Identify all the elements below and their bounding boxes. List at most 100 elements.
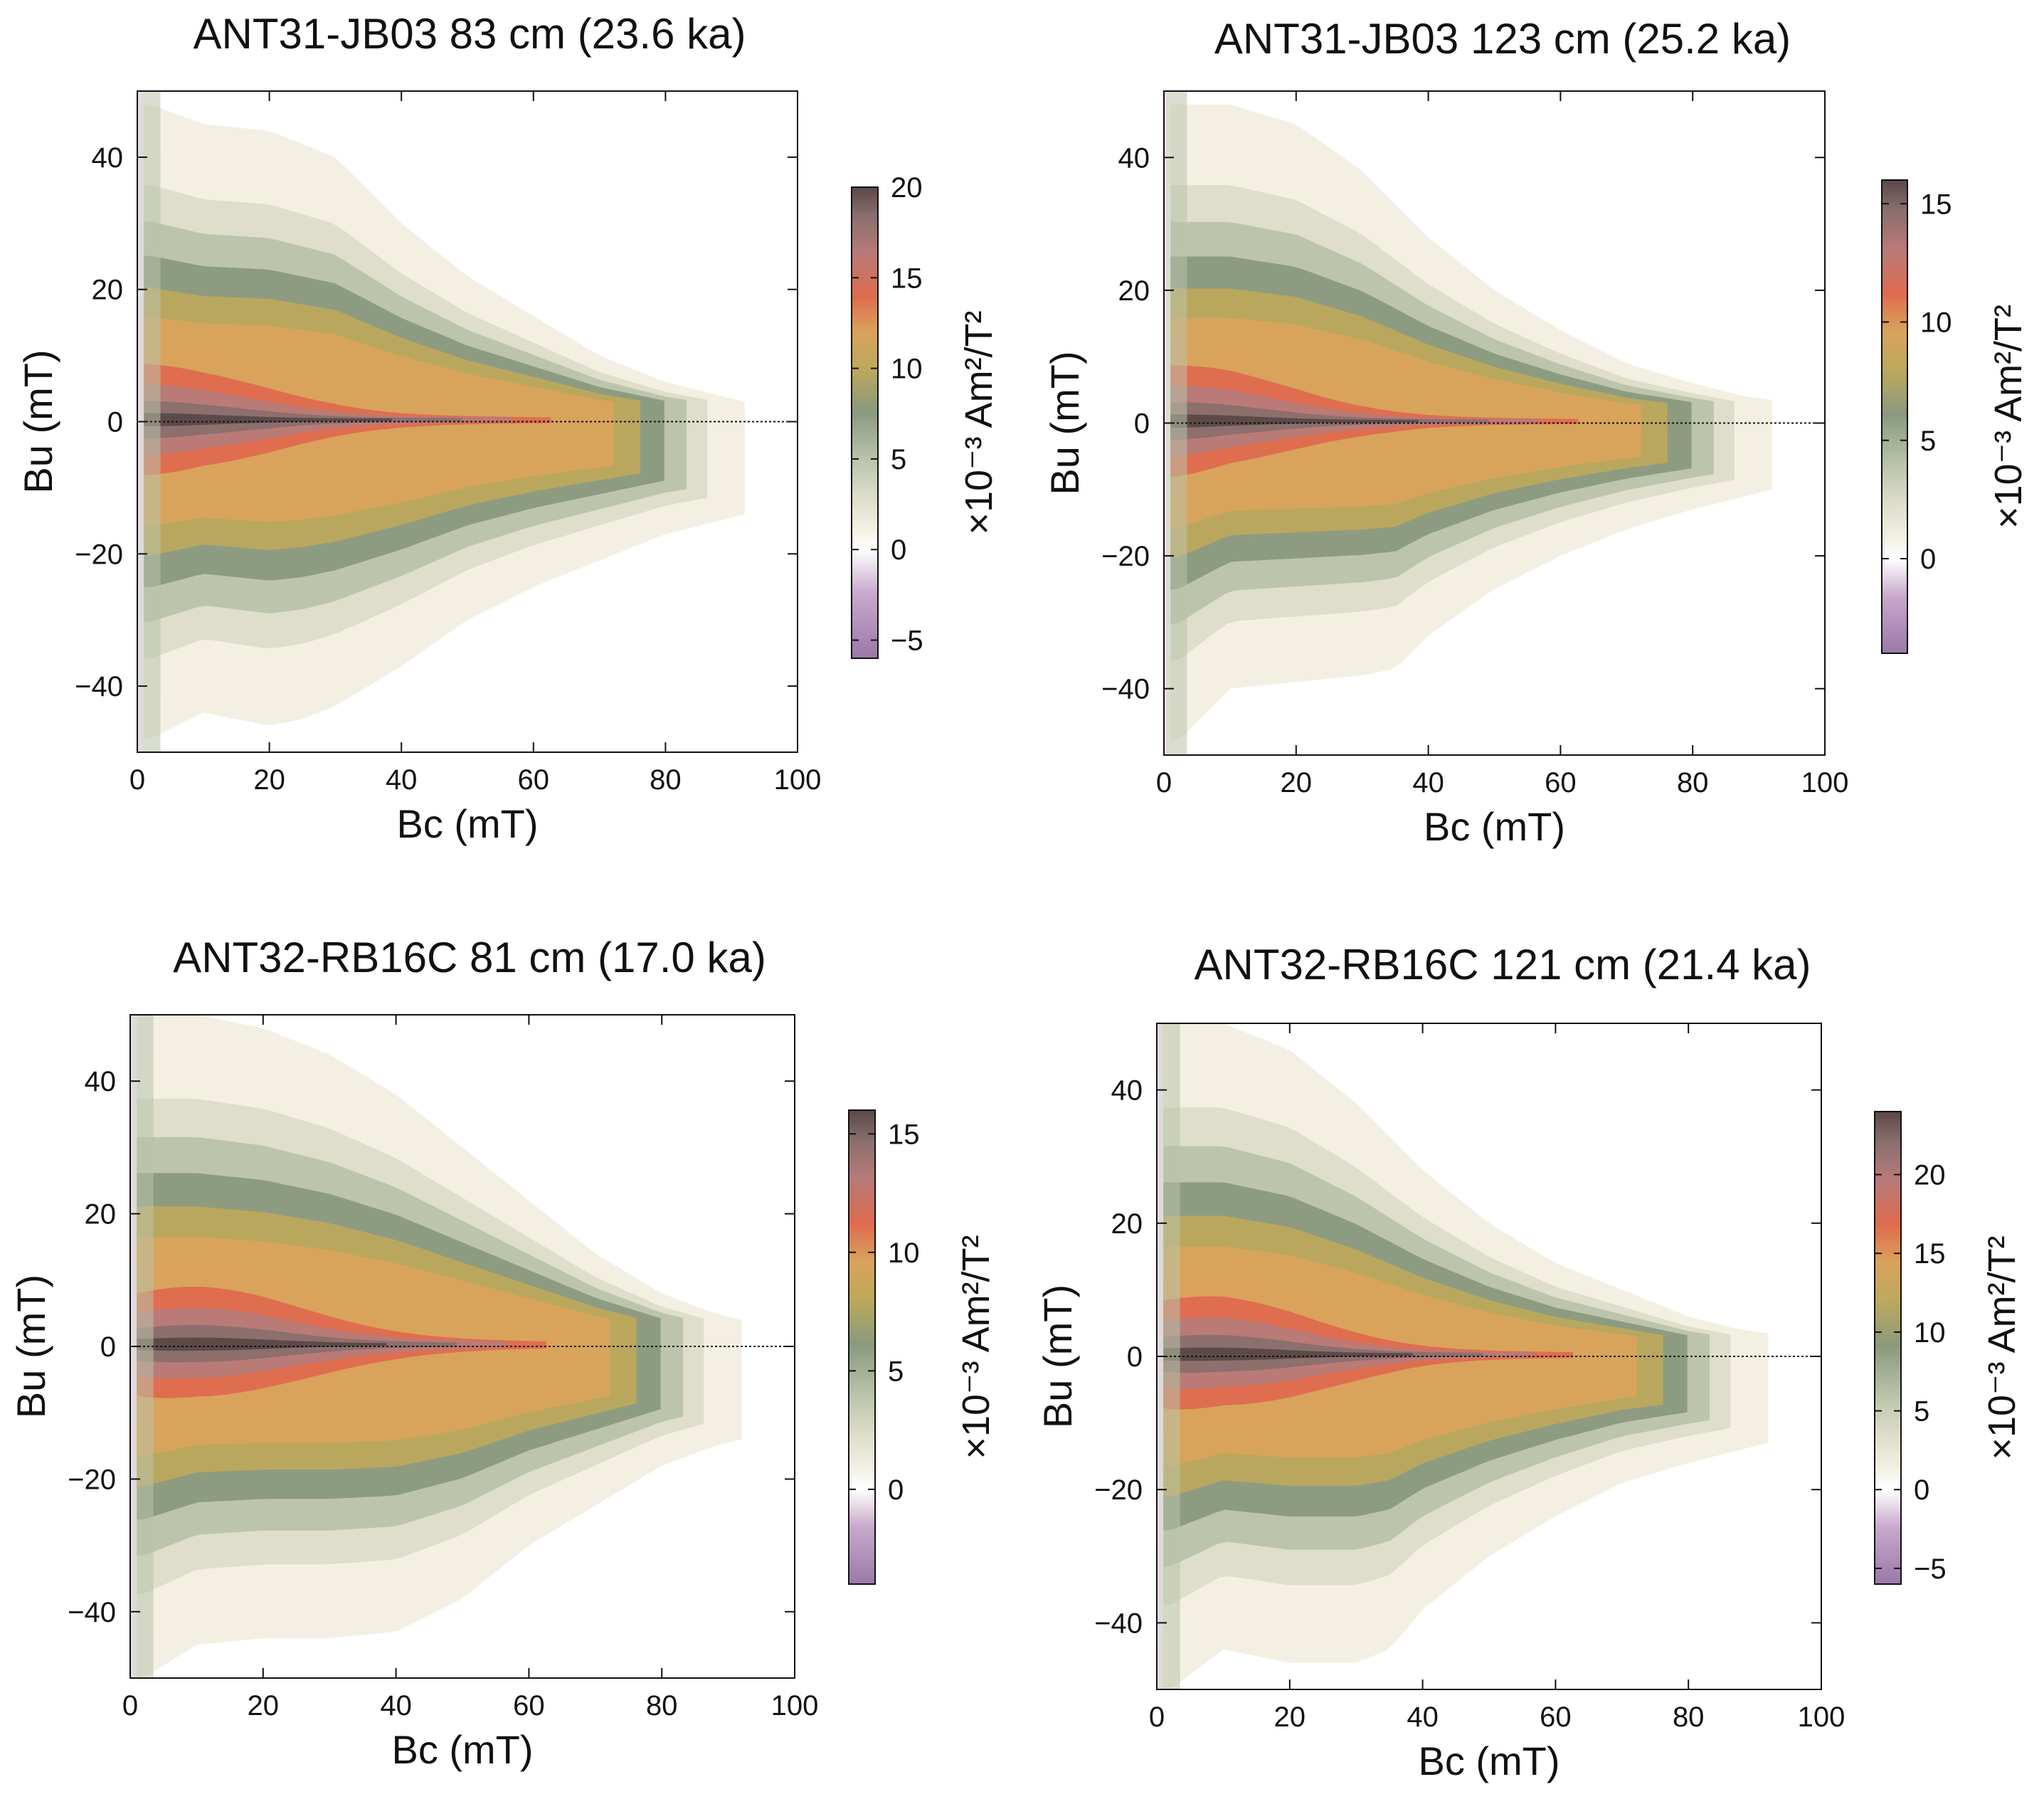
colorbar-tick-label: 0 (1914, 1475, 1929, 1506)
x-axis-label: Bc (mT) (1418, 1739, 1560, 1783)
x-tick-label: 80 (1677, 767, 1709, 798)
x-axis: 0 20 40 60 80 100 (122, 1015, 819, 1721)
colorbar-gradient (848, 1109, 876, 1585)
colorbar-tick-label: 5 (888, 1356, 904, 1387)
x-tick-label: 40 (1412, 767, 1444, 798)
x-tick-label: 20 (253, 764, 285, 796)
x-tick-label: 20 (1274, 1702, 1306, 1733)
panel-title: ANT31-JB03 83 cm (23.6 ka) (194, 10, 746, 58)
colorbar-tick-label: 5 (1914, 1396, 1929, 1428)
y-axis: 40 20 0 −20 −40 (1094, 1075, 1821, 1639)
x-tick-label: 100 (771, 1690, 819, 1721)
x-tick-label: 0 (1156, 767, 1172, 798)
colorbar: 15 10 5 0 ×10⁻³ Am²/T² (848, 1109, 997, 1585)
y-tick-label: −40 (68, 1597, 116, 1628)
y-axis: 40 20 0 −20 −40 (1101, 142, 1825, 705)
colorbar-tick-label: 20 (1914, 1160, 1946, 1191)
panel-title: ANT32-RB16C 81 cm (17.0 ka) (173, 934, 766, 981)
y-axis: 40 20 0 −20 −40 (68, 1066, 795, 1628)
colorbar-unit-label: ×10⁻³ Am²/T² (1987, 305, 2030, 529)
contour-band (1163, 1347, 1414, 1361)
colorbar: 15 10 5 0 ×10⁻³ Am²/T² (1881, 179, 2030, 654)
y-tick-label: −20 (1094, 1475, 1143, 1506)
colorbar-tick-label: 15 (888, 1119, 920, 1150)
contour-band (137, 1337, 387, 1351)
x-tick-label: 40 (1407, 1702, 1439, 1733)
y-tick-label: 40 (92, 142, 124, 174)
colorbar-tick-label: 0 (1920, 544, 1936, 575)
y-tick-label: 20 (92, 275, 124, 306)
y-tick-label: 20 (1118, 275, 1150, 307)
contour-band (144, 413, 392, 426)
y-axis-label: Bu (mT) (1035, 1285, 1080, 1428)
x-tick-label: 80 (650, 764, 682, 796)
colorbar-tick-label: −5 (1914, 1554, 1947, 1585)
x-tick-label: 20 (248, 1690, 280, 1721)
x-tick-label: 100 (1801, 767, 1849, 798)
colorbar-tick-label: 15 (1914, 1238, 1946, 1270)
colorbar-tick-label: 5 (1920, 426, 1936, 457)
y-axis: 40 20 0 −20 −40 (75, 142, 798, 702)
colorbar-tick-label: 20 (891, 172, 923, 204)
x-tick-label: 0 (1149, 1702, 1165, 1733)
x-tick-label: 80 (1673, 1702, 1705, 1733)
x-axis: 0 20 40 60 80 100 (1156, 91, 1849, 798)
x-tick-label: 80 (646, 1690, 678, 1721)
y-tick-label: −40 (75, 671, 123, 702)
colorbar-tick-label: 10 (1920, 307, 1952, 339)
colorbar-tick-label: 10 (891, 354, 923, 385)
x-tick-label: 0 (129, 764, 145, 796)
x-axis-label: Bc (mT) (391, 1727, 533, 1772)
panel-title: ANT32-RB16C 121 cm (21.4 ka) (1194, 941, 1811, 988)
x-tick-label: 60 (1545, 767, 1577, 798)
x-tick-label: 60 (513, 1690, 545, 1721)
colorbar-tick-label: 5 (891, 444, 906, 475)
y-tick-label: −20 (68, 1464, 116, 1495)
y-axis-label: Bu (mT) (1042, 351, 1087, 495)
x-tick-label: 0 (122, 1690, 138, 1721)
y-tick-label: 0 (1127, 1341, 1143, 1373)
colorbar-tick-label: 0 (888, 1475, 904, 1506)
colorbar-tick-label: 10 (1914, 1317, 1946, 1349)
y-tick-label: −40 (1094, 1608, 1143, 1639)
x-tick-label: 100 (774, 764, 822, 796)
colorbar-gradient (1874, 1111, 1902, 1585)
colorbar-tick-label: 10 (888, 1238, 920, 1269)
x-tick-label: 100 (1798, 1702, 1846, 1733)
y-tick-label: 0 (100, 1331, 116, 1363)
colorbar-tick-label: 0 (891, 534, 906, 566)
y-axis-label: Bu (mT) (16, 349, 60, 493)
colorbar-unit-label: ×10⁻³ Am²/T² (958, 310, 1000, 534)
x-tick-label: 40 (386, 764, 418, 796)
y-tick-label: 0 (1134, 408, 1150, 440)
y-tick-label: 20 (1111, 1208, 1143, 1240)
panel-title: ANT31-JB03 123 cm (25.2 ka) (1214, 15, 1791, 63)
x-tick-label: 60 (1540, 1702, 1572, 1733)
colorbar-tick-label: −5 (891, 626, 923, 657)
colorbar-unit-label: ×10⁻³ Am²/T² (1981, 1235, 2023, 1460)
y-tick-label: −20 (1101, 541, 1150, 572)
colorbar: 20 15 10 5 0 −5 ×10⁻³ Am²/T² (1874, 1111, 2023, 1585)
colorbar-tick-label: 15 (891, 263, 923, 294)
y-tick-label: −20 (75, 539, 123, 570)
y-tick-label: 40 (85, 1066, 117, 1097)
colorbar: 20 15 10 5 0 −5 ×10⁻³ Am²/T² (851, 172, 1000, 659)
y-tick-label: 40 (1118, 142, 1150, 174)
colorbar-gradient (851, 186, 879, 659)
y-tick-label: 20 (85, 1199, 117, 1230)
x-axis-label: Bc (mT) (396, 801, 538, 846)
colorbar-tick-label: 15 (1920, 189, 1952, 220)
x-tick-label: 40 (380, 1690, 412, 1721)
y-axis-label: Bu (mT) (9, 1275, 53, 1418)
colorbar-gradient (1881, 179, 1908, 654)
y-tick-label: 0 (107, 407, 123, 438)
x-axis: 0 20 40 60 80 100 (129, 91, 822, 796)
x-tick-label: 60 (518, 764, 550, 796)
x-tick-label: 20 (1281, 767, 1313, 798)
y-tick-label: 40 (1111, 1075, 1143, 1107)
